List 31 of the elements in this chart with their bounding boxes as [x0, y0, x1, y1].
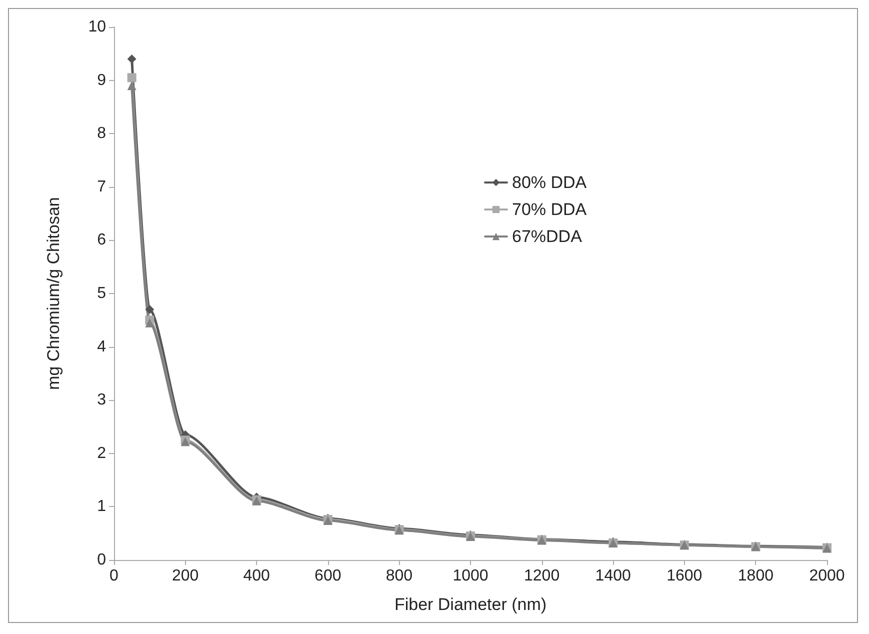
- x-tick-label: 200: [172, 568, 199, 584]
- x-tick-label: 400: [243, 568, 270, 584]
- legend-label: 70% DDA: [512, 200, 588, 219]
- x-tick-label: 1600: [666, 568, 702, 584]
- y-tick-label: 7: [97, 178, 106, 196]
- y-tick-label: 2: [97, 444, 106, 462]
- x-tick-label: 2000: [809, 568, 845, 584]
- y-tick-label: 9: [97, 72, 106, 89]
- y-tick-label: 4: [97, 338, 106, 356]
- legend-label: 67%DDA: [512, 227, 583, 246]
- x-tick-label: 1200: [524, 568, 560, 584]
- x-tick-label: 1400: [595, 568, 631, 584]
- x-tick-label: 1800: [738, 568, 774, 584]
- point: [127, 73, 136, 82]
- y-tick-label: 5: [97, 285, 106, 302]
- y-tick-label: 6: [97, 232, 106, 249]
- x-tick-label: 0: [110, 568, 119, 584]
- y-tick-label: 10: [88, 18, 106, 36]
- point: [127, 81, 136, 90]
- y-axis-title: mg Chromium/g Chitosan: [44, 197, 63, 390]
- x-tick-label: 1000: [452, 568, 488, 584]
- y-tick-label: 3: [97, 392, 106, 409]
- x-tick-label: 600: [314, 568, 342, 584]
- x-axis-title: Fiber Diameter (nm): [394, 595, 547, 614]
- y-tick-label: 8: [97, 125, 106, 142]
- y-tick-label: 0: [97, 552, 106, 568]
- y-tick-label: 1: [97, 498, 106, 516]
- x-tick-label: 800: [386, 568, 413, 584]
- legend-label: 80% DDA: [512, 173, 588, 192]
- point: [145, 304, 154, 314]
- point: [127, 54, 136, 64]
